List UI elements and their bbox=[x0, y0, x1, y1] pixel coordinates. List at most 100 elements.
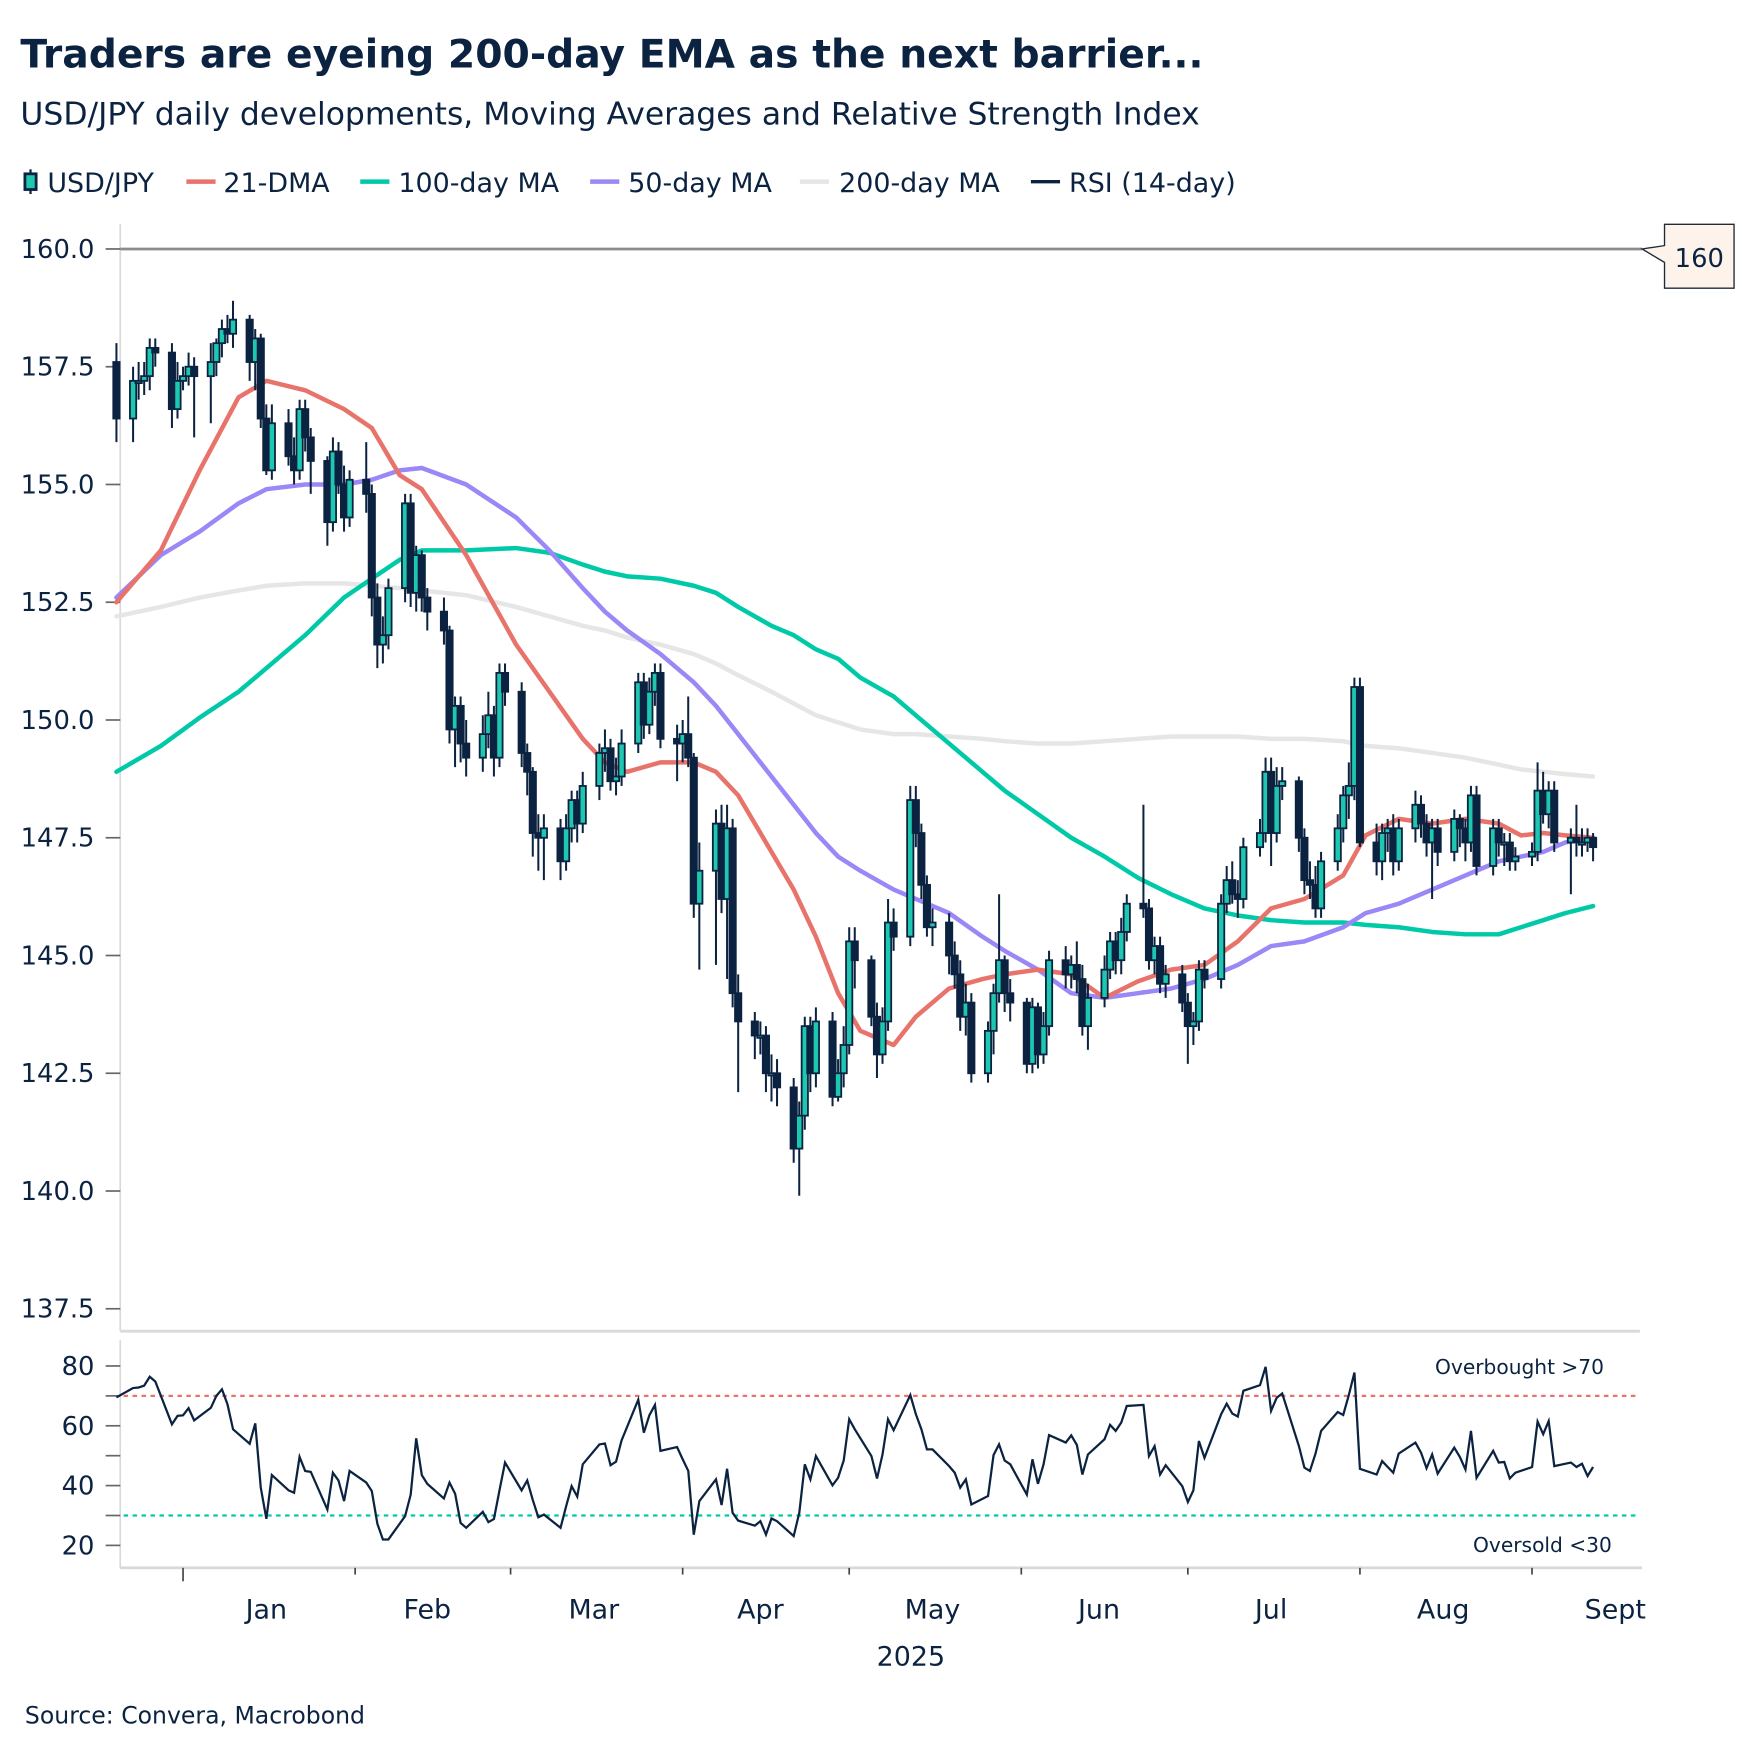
candle-body bbox=[439, 610, 448, 632]
candle-body bbox=[645, 690, 654, 726]
legend-label: 21-DMA bbox=[223, 168, 330, 199]
candle bbox=[445, 625, 454, 744]
candle bbox=[1239, 837, 1248, 909]
candle-body bbox=[1577, 841, 1587, 846]
candle-body bbox=[1344, 785, 1353, 797]
candle bbox=[728, 818, 737, 1008]
candle-body bbox=[284, 422, 293, 458]
candle bbox=[1333, 814, 1342, 871]
callout-label: 160 bbox=[1675, 244, 1724, 274]
candle bbox=[145, 338, 154, 391]
candle bbox=[1194, 960, 1203, 1031]
candle-body bbox=[967, 1001, 976, 1075]
x-tick-label: May bbox=[905, 1594, 961, 1625]
candle-body bbox=[1278, 780, 1287, 787]
candle-body bbox=[367, 493, 376, 599]
candle-body bbox=[528, 770, 537, 834]
candle bbox=[206, 343, 215, 424]
candle-body bbox=[190, 365, 199, 378]
candle-body bbox=[112, 361, 121, 420]
candle-body bbox=[734, 992, 743, 1023]
candle-body bbox=[828, 1020, 837, 1098]
candle-body bbox=[889, 921, 898, 938]
candle-body bbox=[328, 450, 337, 524]
candle-body bbox=[884, 921, 893, 1023]
candle bbox=[417, 550, 426, 612]
chart-subtitle: USD/JPY daily developments, Moving Avera… bbox=[20, 96, 1199, 132]
candle bbox=[917, 823, 926, 899]
candle bbox=[256, 333, 265, 428]
x-tick-label: Jul bbox=[1253, 1594, 1287, 1625]
candle-body bbox=[306, 436, 315, 462]
candle bbox=[734, 974, 743, 1093]
x-axis-year-label: 2025 bbox=[877, 1641, 945, 1672]
candle bbox=[1072, 941, 1081, 994]
rsi-y-tick-label: 80 bbox=[62, 1352, 95, 1382]
candle-body bbox=[217, 328, 226, 345]
candle-body bbox=[834, 1072, 843, 1098]
candle bbox=[345, 470, 354, 527]
candle bbox=[1344, 762, 1353, 819]
rsi-y-ticks: 80 60 40 20 bbox=[62, 1352, 121, 1561]
legend-label: 50-day MA bbox=[628, 168, 772, 199]
candle-body bbox=[1117, 931, 1126, 962]
candle bbox=[439, 597, 448, 645]
candle-body bbox=[878, 1020, 887, 1056]
candle-body bbox=[362, 478, 371, 495]
candle-body bbox=[811, 1020, 820, 1075]
candle-body bbox=[406, 502, 415, 594]
candle bbox=[1122, 894, 1131, 942]
candle bbox=[367, 484, 376, 617]
candle bbox=[456, 696, 465, 763]
candle-body bbox=[423, 596, 432, 613]
candle bbox=[645, 677, 654, 735]
candle-body bbox=[517, 690, 526, 754]
x-tick-label: Jan bbox=[244, 1594, 287, 1625]
candle bbox=[989, 983, 998, 1055]
candle-body bbox=[1122, 902, 1131, 933]
candle bbox=[1189, 1012, 1198, 1045]
candle-body bbox=[1355, 686, 1364, 844]
candle bbox=[295, 399, 304, 480]
candle-body bbox=[179, 375, 188, 382]
candle bbox=[362, 442, 371, 513]
candle bbox=[378, 616, 387, 664]
candle bbox=[695, 842, 704, 970]
candle bbox=[1300, 828, 1309, 895]
y-tick-label: 157.5 bbox=[21, 353, 95, 383]
candle-body bbox=[384, 587, 393, 637]
candle bbox=[1200, 960, 1209, 989]
candle bbox=[517, 682, 526, 768]
candle bbox=[495, 663, 504, 768]
candle-body bbox=[950, 954, 959, 976]
candle bbox=[750, 1012, 759, 1060]
candle bbox=[1117, 917, 1126, 975]
candle-body bbox=[656, 671, 665, 740]
candle bbox=[878, 1007, 887, 1064]
ma-line-100-day-ma bbox=[114, 545, 1596, 937]
candle bbox=[1217, 894, 1226, 989]
candle-body bbox=[1527, 850, 1537, 858]
candle bbox=[595, 743, 604, 801]
candle-body bbox=[917, 832, 926, 886]
candle bbox=[1178, 964, 1187, 1013]
candle-body bbox=[1194, 968, 1203, 1023]
candle bbox=[834, 1059, 843, 1102]
candle-body bbox=[684, 733, 693, 759]
candle-body bbox=[1550, 789, 1559, 844]
candle-body bbox=[1072, 964, 1081, 980]
candle bbox=[1228, 861, 1237, 904]
candle bbox=[1317, 851, 1326, 918]
candle bbox=[1006, 979, 1015, 1022]
candle-body bbox=[1000, 959, 1009, 995]
candle-body bbox=[456, 704, 465, 745]
candle-body bbox=[1100, 968, 1109, 999]
candle-body bbox=[1455, 818, 1464, 830]
candle bbox=[673, 724, 682, 782]
y-tick-label: 142.5 bbox=[21, 1059, 95, 1089]
candle bbox=[173, 362, 182, 419]
candle bbox=[334, 442, 343, 494]
candle-body bbox=[206, 361, 215, 378]
overbought-label: Overbought >70 bbox=[1435, 1355, 1604, 1379]
candle bbox=[1144, 898, 1154, 970]
